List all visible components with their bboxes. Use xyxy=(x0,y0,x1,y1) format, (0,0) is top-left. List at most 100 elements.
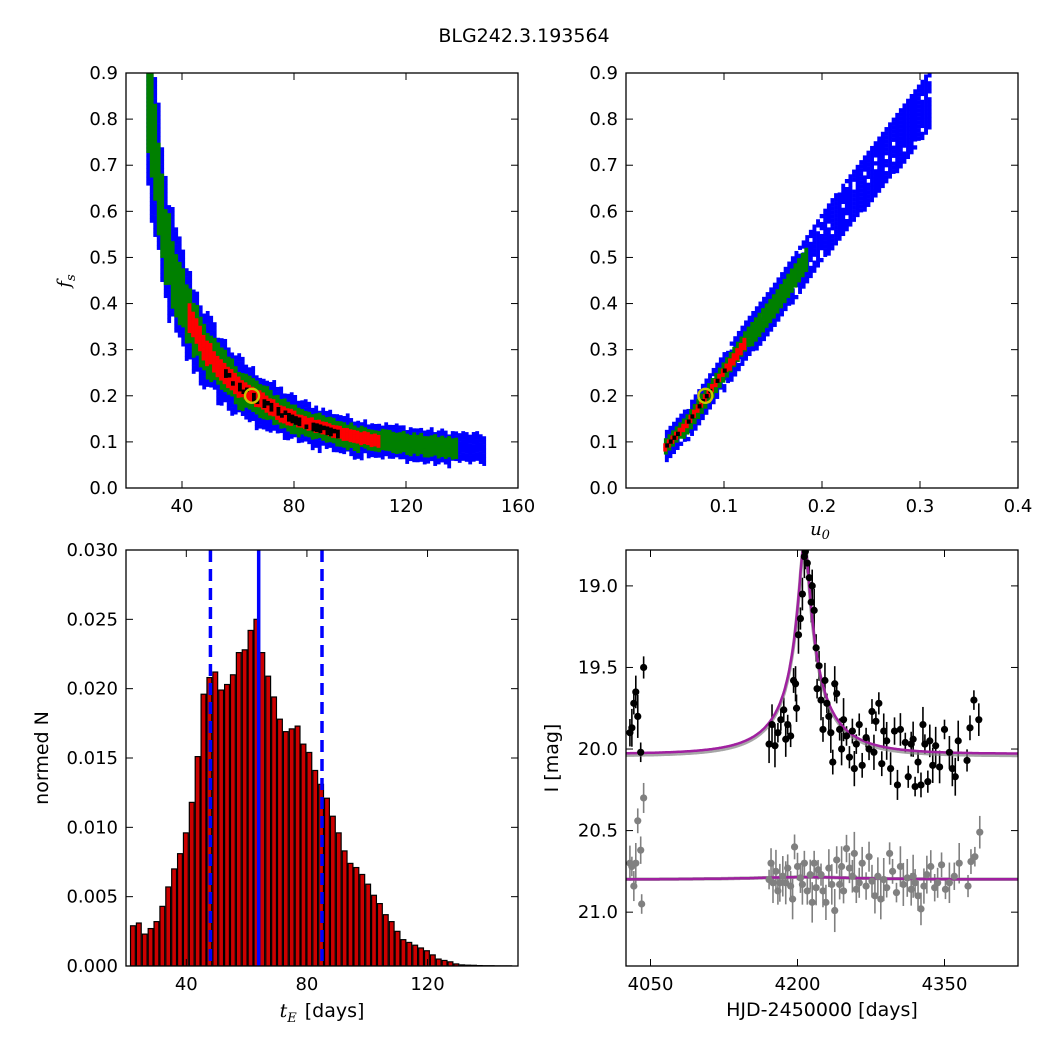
confidence-cell xyxy=(201,343,206,348)
confidence-cell xyxy=(834,233,838,238)
confidence-cell xyxy=(714,372,719,378)
confidence-cell xyxy=(198,334,202,339)
confidence-cell xyxy=(156,188,161,194)
confidence-cell xyxy=(167,318,172,324)
confidence-cell xyxy=(321,407,326,413)
confidence-cell xyxy=(870,153,874,159)
confidence-cell xyxy=(247,389,251,394)
data-point xyxy=(839,716,848,724)
confidence-cell xyxy=(880,151,885,157)
confidence-cell xyxy=(884,151,889,156)
confidence-cell xyxy=(482,461,487,466)
confidence-cell xyxy=(837,200,842,205)
data-point xyxy=(784,864,792,872)
confidence-cell xyxy=(722,356,727,361)
confidence-cell xyxy=(317,448,322,454)
confidence-cell xyxy=(696,410,701,416)
confidence-cell xyxy=(819,233,824,239)
confidence-cell xyxy=(209,339,214,345)
confidence-cell xyxy=(728,362,732,367)
confidence-cell xyxy=(160,186,165,191)
confidence-cell xyxy=(783,302,788,308)
confidence-cell xyxy=(160,236,165,242)
confidence-cell xyxy=(920,103,925,109)
confidence-cell xyxy=(160,240,165,246)
confidence-cell xyxy=(268,394,273,399)
confidence-cell xyxy=(450,446,455,452)
confidence-cell xyxy=(426,448,431,454)
confidence-cell xyxy=(156,205,161,211)
confidence-cell xyxy=(844,203,849,208)
confidence-cell xyxy=(780,272,784,277)
confidence-cell xyxy=(830,206,835,211)
confidence-cell xyxy=(800,268,805,274)
confidence-cell xyxy=(927,109,932,114)
histogram-bar xyxy=(188,801,195,966)
confidence-cell xyxy=(394,445,399,450)
confidence-cell xyxy=(419,427,424,433)
confidence-cell xyxy=(891,125,896,130)
confidence-cell xyxy=(471,440,476,445)
confidence-cell xyxy=(384,433,389,439)
confidence-cell xyxy=(359,440,363,446)
data-point xyxy=(848,872,856,880)
confidence-cell xyxy=(237,365,242,371)
histogram-bar xyxy=(353,866,360,966)
confidence-cell xyxy=(681,434,686,439)
best-cell xyxy=(224,369,228,374)
confidence-cell xyxy=(233,395,238,401)
confidence-cell xyxy=(212,371,217,376)
confidence-cell xyxy=(324,417,329,422)
confidence-cell xyxy=(468,455,473,461)
confidence-cell xyxy=(862,155,867,160)
confidence-cell xyxy=(769,327,774,332)
confidence-cell xyxy=(762,296,766,302)
confidence-cell xyxy=(391,440,396,445)
confidence-cell xyxy=(859,192,864,197)
y-tick-label: 21.0 xyxy=(578,902,618,923)
confidence-cell xyxy=(855,164,860,170)
confidence-cell xyxy=(289,396,294,401)
confidence-cell xyxy=(870,181,874,187)
y-tick-label: 0.3 xyxy=(589,340,618,361)
histogram-bar xyxy=(418,947,425,966)
confidence-cell xyxy=(753,333,758,338)
confidence-cell xyxy=(736,362,741,368)
confidence-cell xyxy=(765,292,770,297)
confidence-cell xyxy=(209,320,214,325)
confidence-cell xyxy=(366,440,370,446)
confidence-cell xyxy=(927,101,932,106)
confidence-cell xyxy=(422,440,427,445)
confidence-cell xyxy=(177,291,182,296)
confidence-cell xyxy=(913,97,918,102)
confidence-cell xyxy=(181,293,186,298)
confidence-cell xyxy=(146,168,151,173)
confidence-cell xyxy=(762,304,766,310)
confidence-cell xyxy=(862,183,867,188)
confidence-cell xyxy=(324,438,329,443)
confidence-cell xyxy=(461,439,466,445)
confidence-cell xyxy=(739,340,744,345)
confidence-cell xyxy=(895,164,900,170)
confidence-cell xyxy=(447,448,452,454)
confidence-cell xyxy=(711,367,716,373)
confidence-cell xyxy=(391,435,396,441)
confidence-cell xyxy=(450,442,455,447)
confidence-cell xyxy=(862,159,867,164)
confidence-cell xyxy=(349,443,354,448)
confidence-cell xyxy=(873,149,878,154)
confidence-cell xyxy=(800,252,805,258)
confidence-cell xyxy=(387,424,392,430)
histogram-bar xyxy=(365,883,372,966)
confidence-cell xyxy=(408,439,413,444)
confidence-cell xyxy=(282,402,287,408)
confidence-cell xyxy=(834,197,838,202)
best-cell xyxy=(238,382,242,388)
confidence-cell xyxy=(149,89,154,94)
confidence-cell xyxy=(341,436,346,441)
confidence-cell xyxy=(800,272,805,278)
y-tick-label: 0.6 xyxy=(589,201,618,222)
confidence-cell xyxy=(830,202,835,207)
confidence-cell xyxy=(927,89,932,94)
